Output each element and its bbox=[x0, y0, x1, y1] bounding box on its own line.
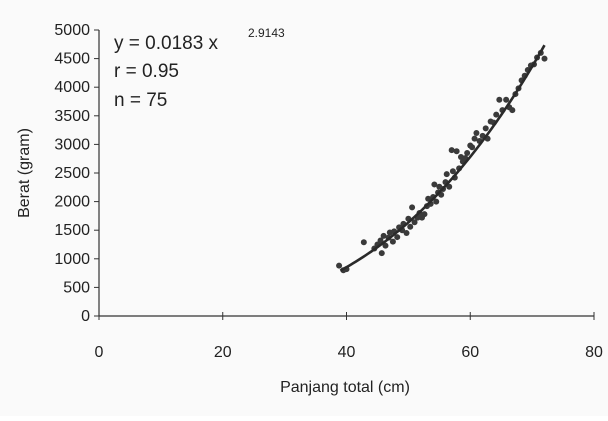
x-tick-label: 0 bbox=[95, 344, 104, 361]
data-point bbox=[541, 55, 548, 62]
x-tick-label: 20 bbox=[214, 344, 232, 361]
equation-exponent: 2.9143 bbox=[248, 26, 285, 40]
y-tick-label: 5000 bbox=[54, 22, 90, 39]
data-point bbox=[503, 96, 510, 103]
data-point bbox=[389, 238, 396, 245]
fit-curve bbox=[339, 44, 546, 272]
y-tick-label: 2500 bbox=[54, 165, 90, 182]
y-tick-label: 1500 bbox=[54, 222, 90, 239]
data-point bbox=[464, 149, 471, 156]
data-point bbox=[509, 107, 516, 114]
data-point bbox=[453, 148, 460, 155]
data-point bbox=[448, 147, 455, 154]
data-point bbox=[496, 96, 503, 103]
data-point bbox=[449, 168, 456, 175]
x-tick-label: 40 bbox=[338, 344, 356, 361]
y-tick-label: 1000 bbox=[54, 251, 90, 268]
y-ticks: 0 500 1000 1500 2000 2500 3000 3500 4000 4500 5000 bbox=[54, 22, 99, 325]
data-point bbox=[411, 219, 418, 226]
data-point bbox=[471, 135, 478, 142]
data-point bbox=[421, 211, 428, 218]
data-point bbox=[407, 223, 414, 230]
x-ticks: 0 20 40 60 80 bbox=[95, 312, 603, 361]
y-tick-label: 3500 bbox=[54, 108, 90, 125]
x-tick-label: 60 bbox=[461, 344, 479, 361]
data-point bbox=[482, 125, 489, 132]
y-tick-label: 4000 bbox=[54, 79, 90, 96]
data-point bbox=[403, 230, 410, 237]
data-point bbox=[377, 237, 384, 244]
data-point bbox=[378, 250, 385, 257]
data-point bbox=[431, 181, 438, 188]
y-tick-label: 2000 bbox=[54, 194, 90, 211]
y-axis-title: Berat (gram) bbox=[16, 128, 33, 218]
y-tick-label: 500 bbox=[63, 279, 90, 296]
data-point bbox=[336, 262, 343, 269]
data-point bbox=[394, 234, 401, 241]
n-annotation: n = 75 bbox=[114, 90, 167, 111]
data-point bbox=[380, 232, 387, 239]
y-tick-label: 4500 bbox=[54, 51, 90, 68]
scatter-points bbox=[336, 49, 548, 274]
data-point bbox=[493, 111, 500, 118]
data-point bbox=[425, 195, 432, 202]
data-point bbox=[443, 171, 450, 178]
data-point bbox=[382, 242, 389, 249]
y-tick-label: 3000 bbox=[54, 136, 90, 153]
r-annotation: r = 0.95 bbox=[114, 61, 179, 82]
data-point bbox=[409, 204, 416, 211]
data-point bbox=[469, 144, 476, 151]
y-tick-label: 0 bbox=[81, 308, 90, 325]
data-point bbox=[473, 129, 480, 136]
x-axis-title: Panjang total (cm) bbox=[280, 379, 410, 396]
equation-annotation: y = 0.0183 x bbox=[114, 33, 219, 54]
data-point bbox=[360, 239, 367, 246]
x-tick-label: 80 bbox=[585, 344, 603, 361]
data-point bbox=[433, 198, 440, 205]
